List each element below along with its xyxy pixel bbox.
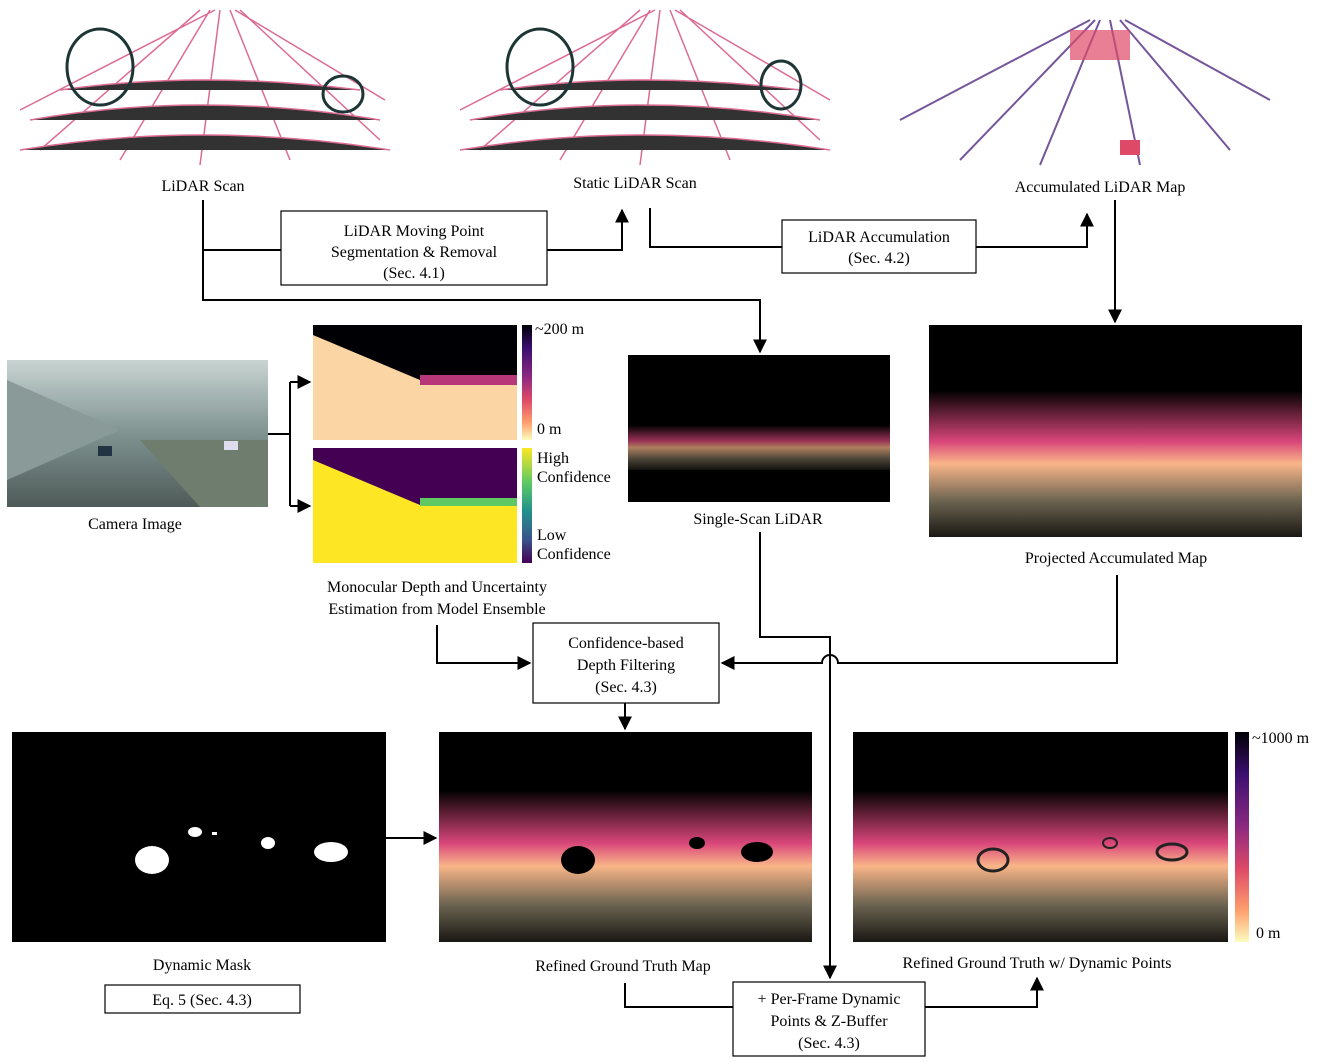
colorbar-label: ~200 m <box>535 321 585 338</box>
colorbar-label: Confidence <box>537 469 611 486</box>
colorbar-label: ~1000 m <box>1252 730 1310 747</box>
colorbar-label: 0 m <box>1256 925 1281 942</box>
caption: Accumulated LiDAR Map <box>1015 179 1186 196</box>
box-text: + Per-Frame Dynamic <box>758 991 901 1008</box>
static-lidar-scan-image <box>460 10 830 165</box>
caption: Estimation from Model Ensemble <box>328 601 545 618</box>
diagram: LiDAR Scan Static LiDAR Scan Accumulated… <box>0 0 1322 1057</box>
box-text: Segmentation & Removal <box>331 244 498 261</box>
colorbar-label: 0 m <box>537 421 562 438</box>
box-text: (Sec. 4.3) <box>595 679 657 696</box>
caption: Camera Image <box>88 516 182 533</box>
dynamic-mask-image <box>12 732 386 942</box>
caption: LiDAR Scan <box>161 178 244 195</box>
depth-image <box>313 325 532 440</box>
camera-image <box>7 360 268 507</box>
caption: Refined Ground Truth Map <box>535 958 711 975</box>
box-text: (Sec. 4.1) <box>383 265 445 282</box>
lidar-scan-image <box>20 10 390 165</box>
caption: Monocular Depth and Uncertainty <box>327 579 547 596</box>
caption: Refined Ground Truth w/ Dynamic Points <box>903 955 1172 972</box>
accumulated-lidar-map-image <box>900 20 1270 165</box>
caption: Static LiDAR Scan <box>573 175 697 192</box>
caption: Projected Accumulated Map <box>1025 550 1207 567</box>
box-text: Depth Filtering <box>577 657 675 674</box>
confidence-image <box>313 448 532 563</box>
box-text: LiDAR Accumulation <box>808 229 950 246</box>
refined-colorbar <box>1235 732 1249 942</box>
box-text: Confidence-based <box>568 635 684 652</box>
caption: Dynamic Mask <box>153 957 251 974</box>
colorbar-label: High <box>537 450 569 467</box>
colorbar-label: Confidence <box>537 546 611 563</box>
single-scan-image <box>628 355 890 502</box>
box-text: (Sec. 4.3) <box>798 1035 860 1052</box>
confidence-colorbar <box>522 448 532 563</box>
box-text: LiDAR Moving Point <box>344 223 485 240</box>
box-text: Eq. 5 (Sec. 4.3) <box>152 992 252 1009</box>
projected-map-image <box>929 325 1302 537</box>
colorbar-label: Low <box>537 527 567 544</box>
box-text: (Sec. 4.2) <box>848 250 910 267</box>
box-text: Points & Z-Buffer <box>770 1013 888 1030</box>
depth-colorbar <box>522 325 532 440</box>
refined-gt-image <box>439 732 812 942</box>
caption: Single-Scan LiDAR <box>693 511 823 528</box>
refined-gt-dynamic-image <box>853 732 1249 942</box>
